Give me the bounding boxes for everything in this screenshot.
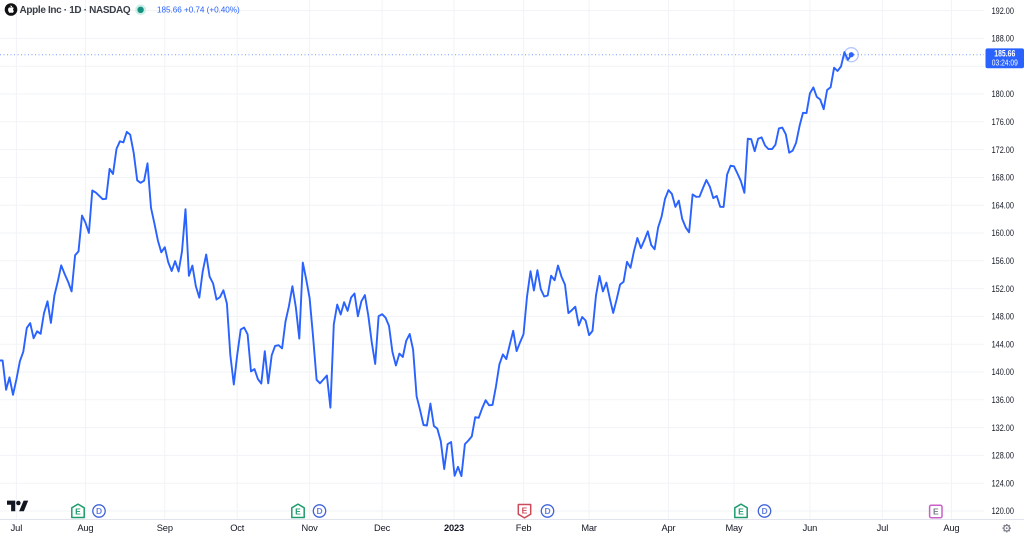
svg-text:168.00: 168.00: [992, 173, 1014, 183]
svg-text:E: E: [75, 506, 81, 516]
svg-text:Aug: Aug: [943, 523, 959, 533]
svg-text:Aug: Aug: [77, 523, 93, 533]
svg-text:Jun: Jun: [803, 523, 818, 533]
svg-text:03:24:09: 03:24:09: [992, 58, 1018, 67]
svg-text:164.00: 164.00: [992, 200, 1014, 210]
svg-text:192.00: 192.00: [992, 6, 1014, 16]
svg-text:152.00: 152.00: [992, 284, 1014, 294]
svg-text:Oct: Oct: [230, 523, 245, 533]
svg-text:185.66: 185.66: [994, 49, 1015, 59]
svg-text:D: D: [96, 506, 102, 516]
svg-text:E: E: [933, 507, 939, 517]
svg-text:188.00: 188.00: [992, 34, 1014, 44]
svg-text:E: E: [522, 506, 528, 516]
svg-text:E: E: [295, 506, 301, 516]
svg-text:Dec: Dec: [374, 523, 391, 533]
svg-text:156.00: 156.00: [992, 256, 1014, 266]
svg-text:Sep: Sep: [157, 523, 173, 533]
svg-text:May: May: [725, 523, 743, 533]
svg-text:Apr: Apr: [661, 523, 675, 533]
svg-text:D: D: [316, 506, 322, 516]
svg-text:Jul: Jul: [877, 523, 889, 533]
svg-text:132.00: 132.00: [992, 423, 1014, 433]
svg-text:140.00: 140.00: [992, 367, 1014, 377]
svg-text:D: D: [761, 506, 767, 516]
svg-text:E: E: [738, 506, 744, 516]
svg-text:120.00: 120.00: [992, 506, 1014, 516]
svg-text:124.00: 124.00: [992, 478, 1014, 488]
svg-text:Jul: Jul: [11, 523, 23, 533]
svg-text:185.66 +0.74 (+0.40%): 185.66 +0.74 (+0.40%): [157, 6, 240, 15]
svg-text:136.00: 136.00: [992, 395, 1014, 405]
svg-text:172.00: 172.00: [992, 145, 1014, 155]
svg-text:148.00: 148.00: [992, 312, 1014, 322]
svg-text:2023: 2023: [444, 523, 464, 533]
svg-text:D: D: [544, 506, 550, 516]
svg-text:Nov: Nov: [302, 523, 319, 533]
svg-text:160.00: 160.00: [992, 228, 1014, 238]
svg-text:Apple Inc · 1D · NASDAQ: Apple Inc · 1D · NASDAQ: [20, 5, 131, 16]
svg-text:180.00: 180.00: [992, 89, 1014, 99]
svg-text:176.00: 176.00: [992, 117, 1014, 127]
svg-text:Mar: Mar: [581, 523, 597, 533]
svg-text:128.00: 128.00: [992, 451, 1014, 461]
svg-text:144.00: 144.00: [992, 339, 1014, 349]
svg-text:Feb: Feb: [516, 523, 532, 533]
